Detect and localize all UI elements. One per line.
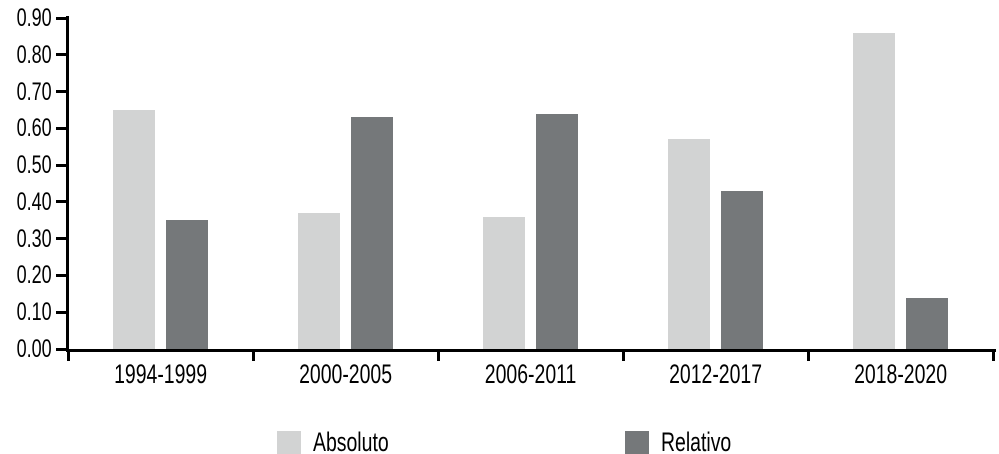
legend-label-relativo: Relativo xyxy=(661,427,732,454)
x-tick-label: 2006-2011 xyxy=(484,359,577,389)
y-tick-label: 0.60 xyxy=(16,114,52,143)
x-tick-label: 2012-2017 xyxy=(669,359,762,389)
y-tick-mark xyxy=(56,16,68,20)
y-tick-label: 0.20 xyxy=(16,261,52,290)
bar-relativo-2012-2017 xyxy=(721,190,763,349)
bar-absoluto-2006-2011 xyxy=(483,216,525,349)
y-tick-mark xyxy=(56,200,68,204)
y-tick-mark xyxy=(56,53,68,57)
bar-relativo-2018-2020 xyxy=(906,297,948,349)
y-tick-mark xyxy=(56,310,68,314)
x-tick-mark xyxy=(991,349,995,361)
y-tick-label: 0.50 xyxy=(16,151,52,180)
y-tick-label: 0.80 xyxy=(16,40,52,69)
x-tick-label: 2000-2005 xyxy=(299,359,392,389)
bar-absoluto-2000-2005 xyxy=(298,212,340,349)
x-tick-label: 1994-1999 xyxy=(114,359,207,389)
bar-absoluto-1994-1999 xyxy=(113,109,155,349)
y-tick-mark xyxy=(56,90,68,94)
y-tick-label: 0.10 xyxy=(16,298,52,327)
bar-absoluto-2012-2017 xyxy=(668,139,710,349)
y-tick-mark xyxy=(56,237,68,241)
legend-swatch-absoluto xyxy=(277,431,301,454)
legend-item-absoluto: Absoluto xyxy=(277,427,418,454)
legend-item-relativo: Relativo xyxy=(625,427,759,454)
bar-absoluto-2018-2020 xyxy=(853,32,895,349)
y-tick-label: 0.30 xyxy=(16,224,52,253)
y-tick-label: 0.70 xyxy=(16,77,52,106)
bar-relativo-2000-2005 xyxy=(351,117,393,349)
bar-relativo-1994-1999 xyxy=(166,220,208,349)
x-tick-mark xyxy=(251,349,255,361)
x-axis xyxy=(66,349,996,352)
x-tick-mark xyxy=(436,349,440,361)
y-tick-mark xyxy=(56,273,68,277)
legend-swatch-relativo xyxy=(625,431,649,454)
y-tick-mark xyxy=(56,163,68,167)
y-tick-label: 0.40 xyxy=(16,187,52,216)
y-tick-mark xyxy=(56,126,68,130)
y-tick-label: 0.00 xyxy=(16,335,52,363)
x-tick-mark xyxy=(66,349,70,361)
legend-label-absoluto: Absoluto xyxy=(313,427,389,454)
x-tick-label: 2018-2020 xyxy=(854,359,947,389)
y-tick-label: 0.90 xyxy=(16,4,52,32)
bar-relativo-2006-2011 xyxy=(536,113,578,349)
x-tick-mark xyxy=(806,349,810,361)
y-tick-mark xyxy=(56,347,68,351)
y-axis xyxy=(66,16,69,352)
x-tick-mark xyxy=(621,349,625,361)
